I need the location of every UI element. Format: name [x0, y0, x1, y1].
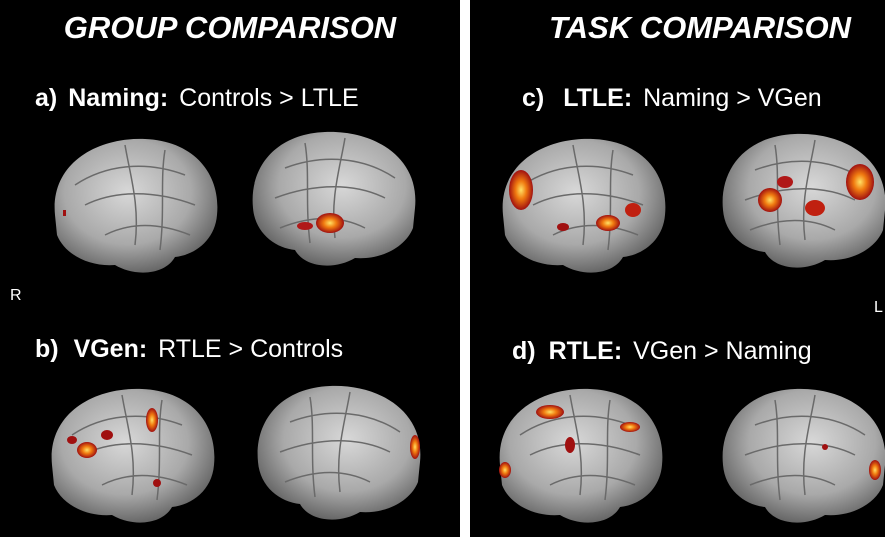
contrast-label: a) Naming: Controls > LTLE — [35, 84, 359, 112]
row-label: a) — [35, 84, 57, 112]
hemisphere-marker: L — [874, 299, 883, 316]
row-label: d) — [512, 337, 536, 365]
contrast-name: LTLE: — [563, 84, 632, 112]
contrast-name: VGen: — [74, 335, 148, 363]
contrast: RTLE > Controls — [158, 335, 343, 363]
contrast: Controls > LTLE — [179, 84, 358, 112]
contrast-label: c) LTLE: Naming > VGen — [522, 84, 822, 112]
contrast: Naming > VGen — [643, 84, 822, 112]
figure: GROUP COMPARISON TASK COMPARISON a) Nami… — [0, 0, 885, 537]
divider — [460, 0, 470, 537]
contrast-name: Naming: — [68, 84, 168, 112]
contrast: VGen > Naming — [633, 337, 812, 365]
panel-title: GROUP COMPARISON — [64, 10, 397, 45]
contrast-label: d) RTLE: VGen > Naming — [512, 337, 812, 365]
contrast-label: b) VGen: RTLE > Controls — [35, 335, 343, 363]
row-label: c) — [522, 84, 544, 112]
row-label: b) — [35, 335, 59, 363]
hemisphere-marker: R — [10, 287, 22, 304]
panel-title: TASK COMPARISON — [549, 10, 852, 45]
contrast-name: RTLE: — [549, 337, 623, 365]
